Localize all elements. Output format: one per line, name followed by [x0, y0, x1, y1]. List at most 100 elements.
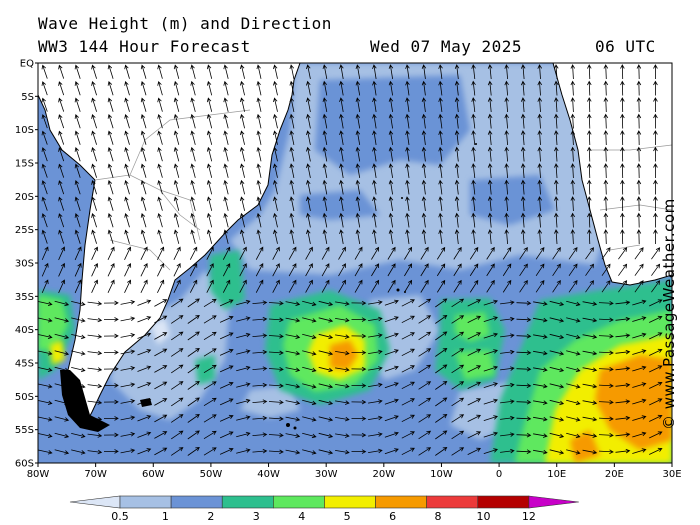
direction-arrow [504, 212, 509, 228]
direction-arrow [54, 350, 70, 356]
lon-label: 40W [257, 469, 280, 480]
direction-arrow [438, 97, 443, 112]
direction-arrow [420, 246, 429, 260]
direction-arrow [302, 366, 317, 373]
direction-arrow [58, 180, 65, 195]
direction-arrow [401, 365, 415, 373]
direction-arrow [339, 146, 344, 162]
direction-arrow [54, 317, 70, 323]
direction-arrow [74, 212, 81, 228]
direction-arrow [239, 113, 245, 129]
direction-arrow [618, 280, 628, 293]
direction-arrow [368, 300, 383, 305]
direction-arrow [451, 331, 465, 341]
direction-arrow [632, 382, 647, 388]
direction-arrow [120, 316, 136, 322]
direction-arrow [388, 80, 394, 96]
direction-arrow [140, 147, 147, 162]
direction-arrow [157, 180, 163, 195]
direction-arrow [554, 146, 559, 162]
direction-arrow [351, 333, 367, 339]
direction-arrow [388, 212, 394, 228]
direction-arrow [87, 449, 103, 455]
direction-arrow [615, 366, 631, 371]
direction-arrow [487, 130, 493, 146]
lat-label: 45S [15, 359, 34, 370]
direction-arrow [107, 81, 114, 96]
direction-arrow [537, 212, 543, 228]
direction-arrow [318, 383, 334, 389]
direction-arrow [651, 280, 661, 293]
direction-arrow [137, 316, 152, 323]
direction-arrow [355, 229, 361, 244]
direction-arrow [405, 163, 410, 178]
direction-arrow [404, 246, 413, 260]
latitude-labels: EQ 5S 10S 15S 20S 25S 30S 35S 40S 45S 50S 55S 60S [15, 59, 38, 470]
direction-arrow [107, 163, 114, 178]
direction-arrow [285, 383, 301, 389]
direction-arrow [302, 432, 317, 439]
direction-arrow [467, 447, 482, 455]
direction-arrow [632, 415, 647, 421]
direction-arrow [157, 130, 163, 145]
direction-arrow [120, 300, 136, 305]
direction-arrow [566, 432, 581, 439]
direction-arrow [289, 130, 295, 145]
direction-arrow [335, 383, 350, 389]
direction-arrow [154, 348, 168, 357]
direction-arrow [487, 80, 493, 96]
direction-arrow [87, 383, 103, 389]
direction-arrow [649, 332, 663, 340]
direction-arrow [504, 179, 509, 195]
direction-arrow [137, 365, 152, 372]
direction-arrow [38, 334, 53, 339]
direction-arrow [203, 447, 217, 456]
direction-arrow [500, 448, 515, 454]
direction-arrow [239, 212, 245, 228]
direction-arrow [285, 433, 301, 438]
direction-arrow [467, 315, 482, 323]
lon-label: 10E [547, 469, 566, 480]
band-2-3-pockets [300, 75, 555, 225]
scale-swatch [324, 495, 376, 509]
direction-arrow [570, 229, 576, 245]
direction-arrow [421, 130, 427, 145]
direction-arrow [582, 383, 598, 389]
direction-arrow [268, 449, 284, 455]
direction-arrow [418, 397, 432, 407]
direction-arrow [436, 263, 446, 277]
direction-arrow [483, 365, 498, 372]
lat-label: EQ [20, 59, 34, 70]
lon-label: 30E [662, 469, 681, 480]
direction-arrow [451, 298, 465, 308]
direction-arrow [38, 433, 53, 438]
direction-arrow [372, 130, 377, 145]
direction-arrow [58, 196, 65, 211]
direction-arrow [438, 146, 443, 162]
direction-arrow [649, 414, 663, 422]
direction-arrow [173, 279, 181, 293]
direction-arrow [384, 332, 399, 339]
direction-arrow [552, 247, 561, 260]
direction-arrow [500, 382, 515, 388]
direction-arrow [120, 366, 136, 371]
direction-arrow [436, 246, 446, 260]
direction-arrow [401, 332, 415, 340]
direction-arrow [322, 146, 328, 162]
direction-arrow [636, 64, 642, 80]
direction-arrow [533, 334, 548, 339]
direction-arrow [471, 212, 476, 228]
direction-arrow [71, 433, 86, 439]
direction-arrow [189, 279, 198, 293]
direction-arrow [471, 130, 476, 146]
direction-arrow [170, 397, 184, 407]
direction-arrow [335, 416, 350, 422]
direction-arrow [91, 213, 97, 228]
direction-arrow [401, 348, 415, 357]
direction-arrow [268, 400, 284, 405]
direction-arrow [187, 381, 200, 390]
direction-arrow [487, 113, 493, 129]
direction-arrow [603, 64, 609, 80]
direction-arrow [636, 179, 642, 195]
direction-arrow [124, 80, 130, 96]
